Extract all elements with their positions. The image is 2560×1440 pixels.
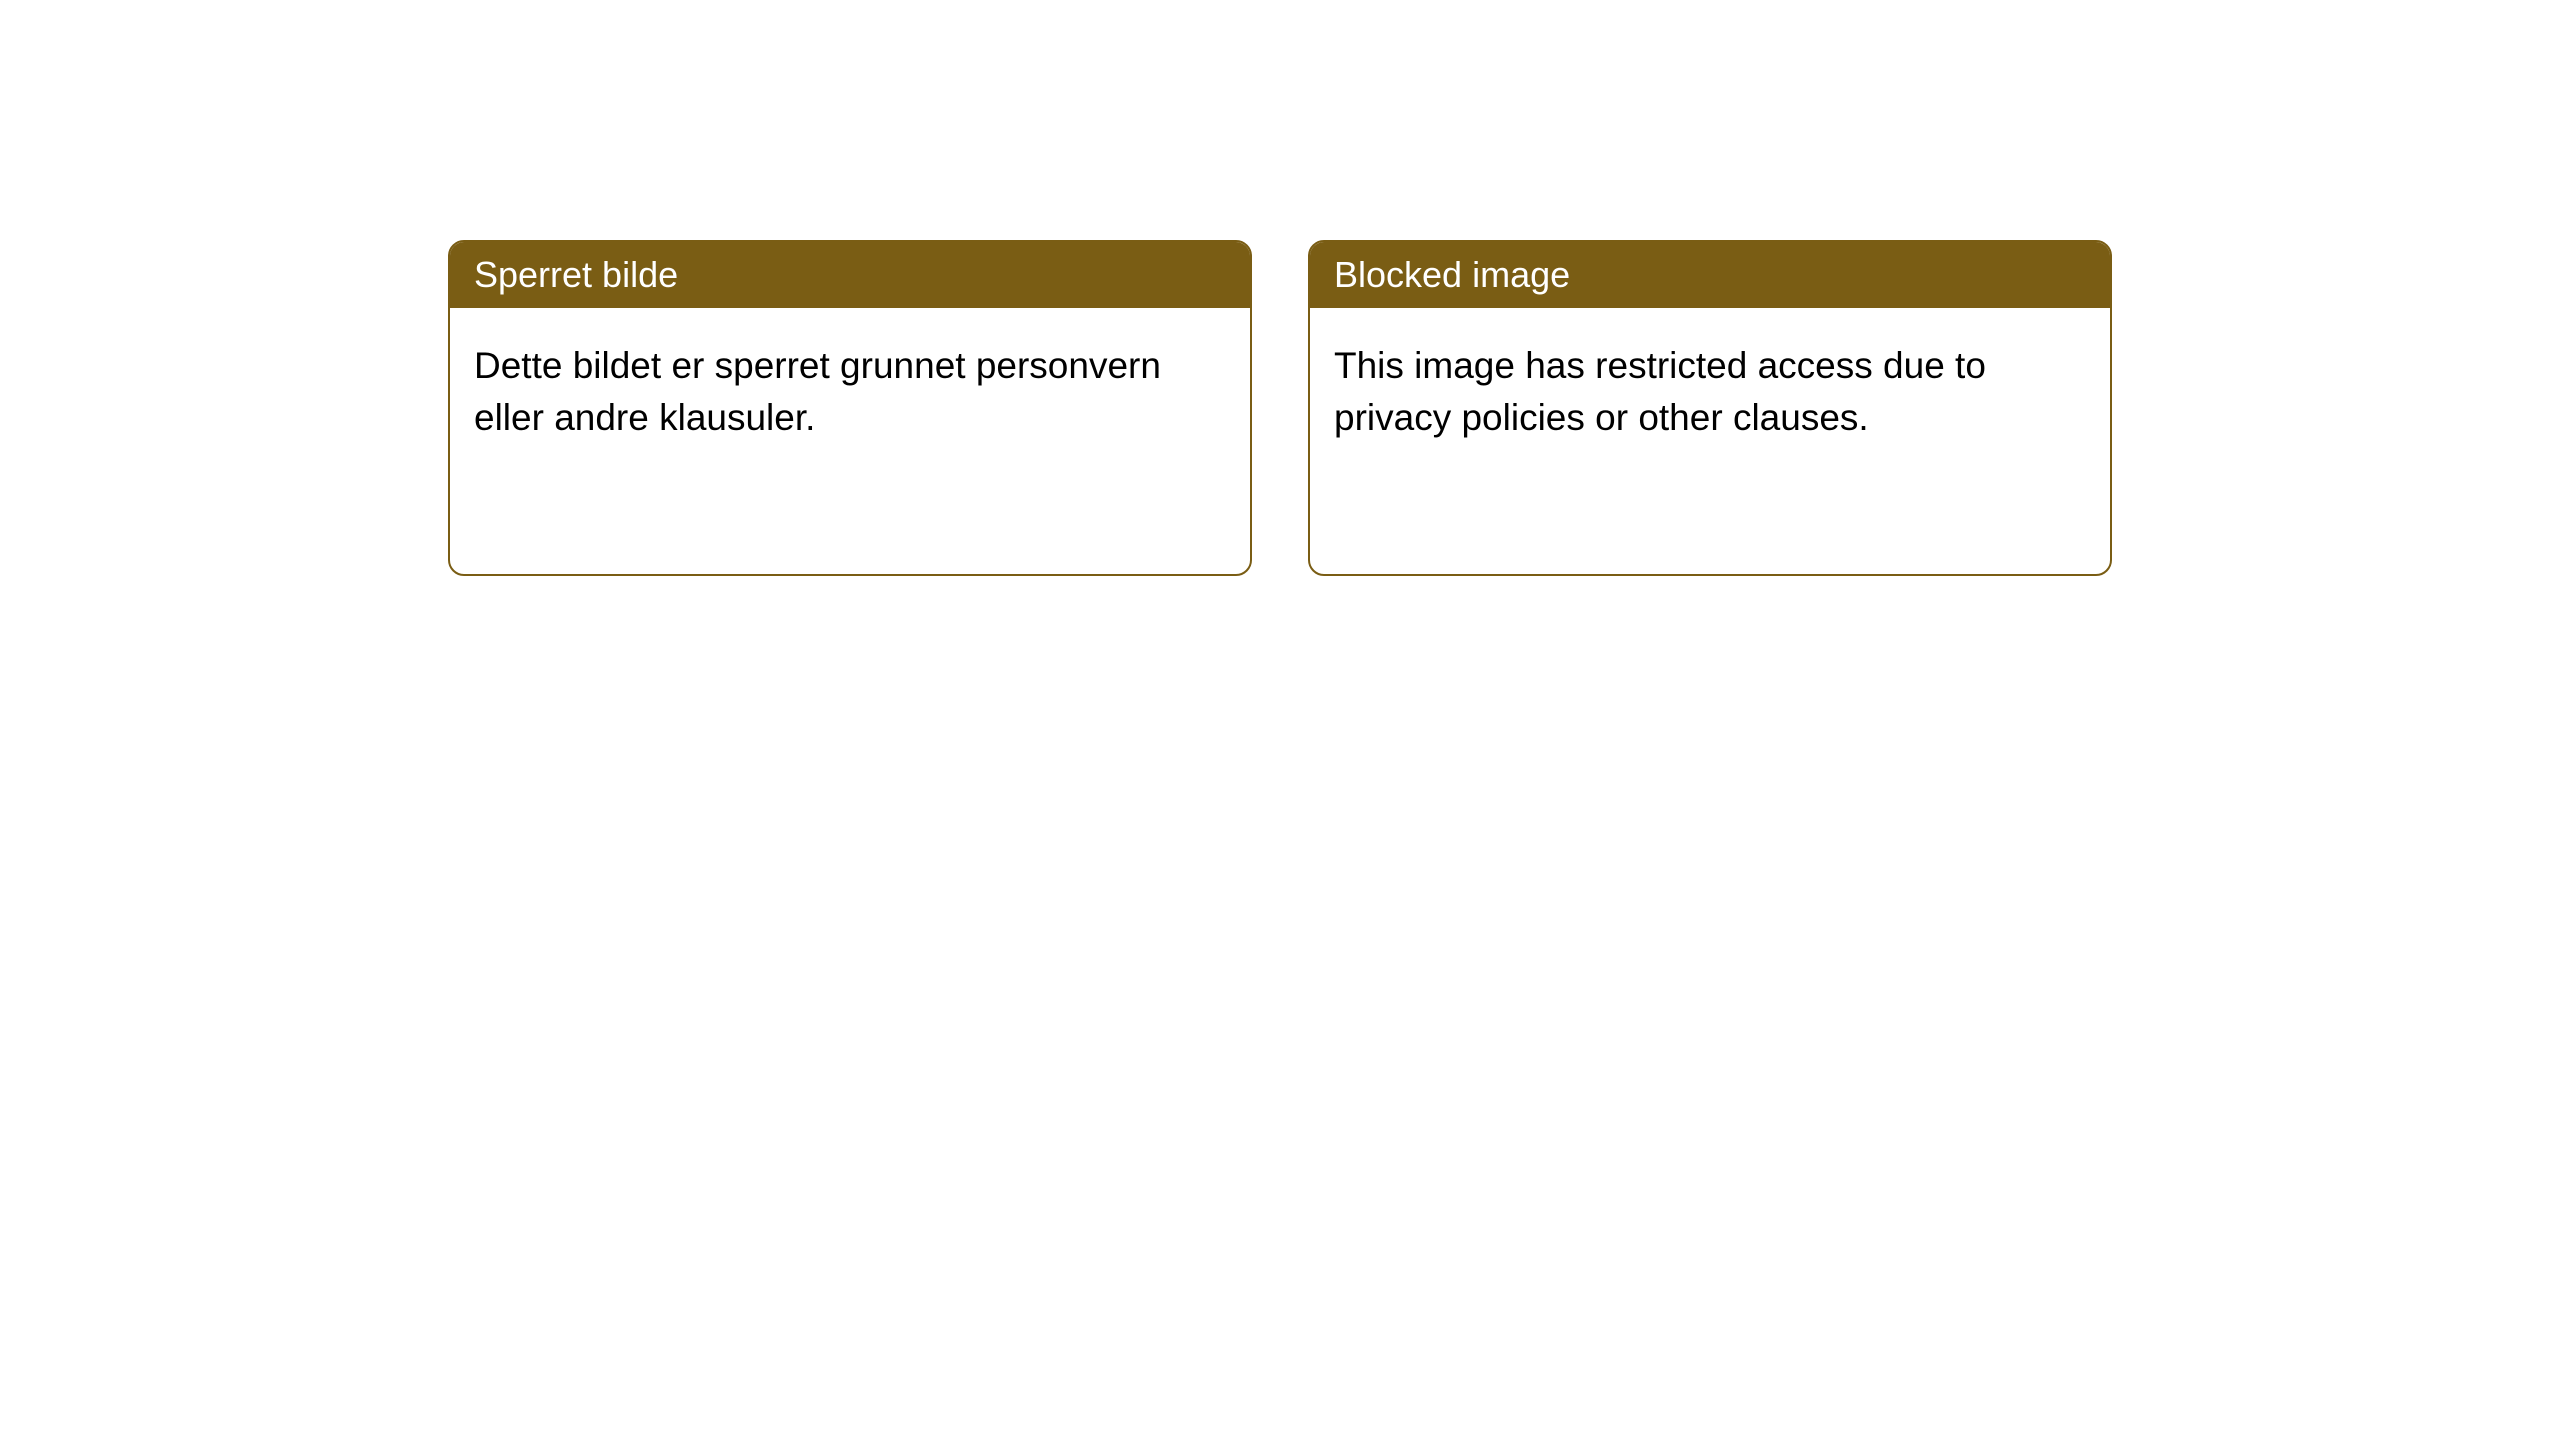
notice-box-norwegian: Sperret bilde Dette bildet er sperret gr… xyxy=(448,240,1252,576)
notice-title: Blocked image xyxy=(1334,254,1570,295)
notice-body: Dette bildet er sperret grunnet personve… xyxy=(450,308,1250,476)
notice-container: Sperret bilde Dette bildet er sperret gr… xyxy=(0,0,2560,576)
notice-header: Blocked image xyxy=(1310,242,2110,308)
notice-box-english: Blocked image This image has restricted … xyxy=(1308,240,2112,576)
notice-text: This image has restricted access due to … xyxy=(1334,345,1986,438)
notice-text: Dette bildet er sperret grunnet personve… xyxy=(474,345,1161,438)
notice-title: Sperret bilde xyxy=(474,254,678,295)
notice-header: Sperret bilde xyxy=(450,242,1250,308)
notice-body: This image has restricted access due to … xyxy=(1310,308,2110,476)
